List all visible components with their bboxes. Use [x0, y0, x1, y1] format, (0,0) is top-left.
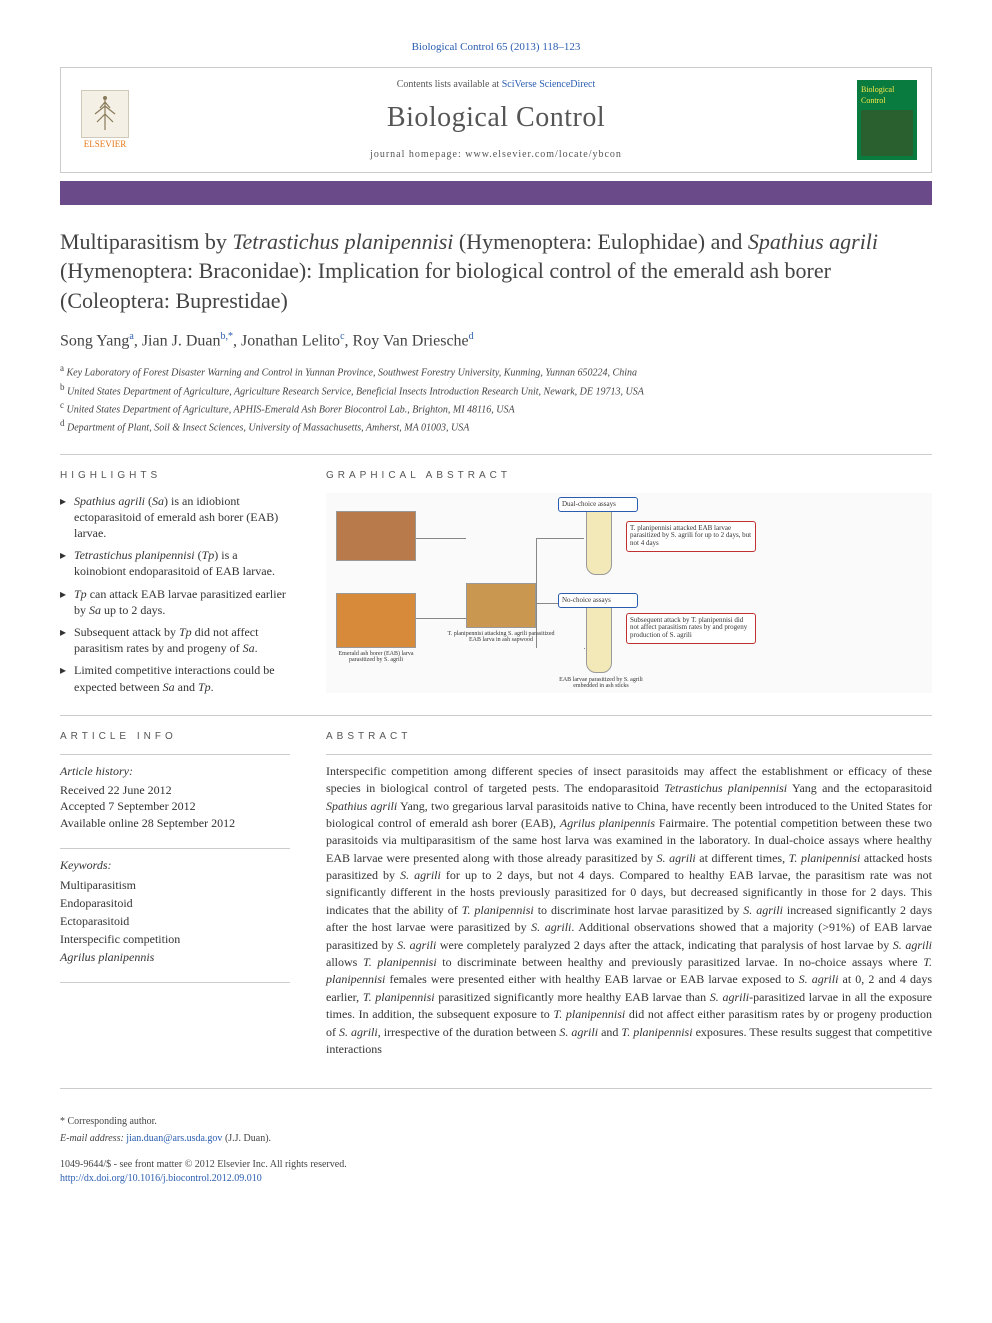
keyword: Endoparasitoid — [60, 894, 290, 912]
accent-color-bar — [60, 181, 932, 205]
article-info-label: ARTICLE INFO — [60, 730, 290, 744]
graphical-abstract-figure: Emerald ash borer (EAB) larva parasitize… — [326, 493, 932, 693]
affiliations: a Key Laboratory of Forest Disaster Warn… — [60, 362, 932, 435]
journal-cover-thumb: Biological Control — [857, 80, 917, 160]
highlight-item: Subsequent attack by Tp did not affect p… — [60, 624, 290, 656]
journal-homepage-link[interactable]: www.elsevier.com/locate/ybcon — [465, 149, 622, 160]
journal-reference: Biological Control 65 (2013) 118–123 — [60, 40, 932, 55]
corresponding-author-note: * Corresponding author. — [60, 1115, 932, 1129]
graphical-abstract-section: GRAPHICAL ABSTRACT Emerald ash borer (EA… — [326, 469, 932, 701]
ga-callout-box: Subsequent attack by T. planipennisi did… — [626, 613, 756, 644]
online-date: Available online 28 September 2012 — [60, 815, 290, 832]
ga-image-wasp — [336, 511, 416, 561]
article-history-label: Article history: — [60, 763, 290, 780]
keywords-label: Keywords: — [60, 857, 290, 874]
author-list: Song Yanga, Jian J. Duanb,*, Jonathan Le… — [60, 330, 932, 353]
keyword: Ectoparasitoid — [60, 912, 290, 930]
highlights-label: HIGHLIGHTS — [60, 469, 290, 483]
corresponding-email-line: E-mail address: jian.duan@ars.usda.gov (… — [60, 1132, 932, 1146]
publisher-name: ELSEVIER — [84, 138, 127, 151]
article-title: Multiparasitism by Tetrastichus planipen… — [60, 227, 932, 316]
highlight-item: Limited competitive interactions could b… — [60, 662, 290, 694]
keyword: Multiparasitism — [60, 876, 290, 894]
separator — [60, 1088, 932, 1089]
ga-callout-box: Dual-choice assays — [558, 497, 638, 513]
separator — [60, 715, 932, 716]
ga-caption: T. planipennisi attacking S. agrili para… — [446, 631, 556, 644]
ga-caption: Emerald ash borer (EAB) larva parasitize… — [336, 651, 416, 664]
ga-caption: EAB larvae parasitized by S. agrili embe… — [556, 677, 646, 690]
publisher-logo: ELSEVIER — [75, 85, 135, 155]
contents-available-line: Contents lists available at SciVerse Sci… — [149, 78, 843, 92]
affiliation-line: a Key Laboratory of Forest Disaster Warn… — [60, 362, 932, 380]
ga-image-larva — [336, 593, 416, 648]
highlights-section: HIGHLIGHTS Spathius agrili (Sa) is an id… — [60, 469, 290, 701]
keyword: Interspecific competition — [60, 930, 290, 948]
ga-connector-line — [584, 648, 585, 649]
highlight-item: Tp can attack EAB larvae parasitized ear… — [60, 586, 290, 618]
ga-tube-icon — [586, 603, 612, 673]
graphical-abstract-label: GRAPHICAL ABSTRACT — [326, 469, 932, 483]
copyright-line: 1049-9644/$ - see front matter © 2012 El… — [60, 1158, 932, 1172]
journal-homepage-line: journal homepage: www.elsevier.com/locat… — [149, 148, 843, 162]
affiliation-line: c United States Department of Agricultur… — [60, 399, 932, 417]
abstract-section: ABSTRACT Interspecific competition among… — [326, 730, 932, 1059]
ga-connector-line — [416, 538, 466, 539]
ga-callout-box: No-choice assays — [558, 593, 638, 609]
doi-line: http://dx.doi.org/10.1016/j.biocontrol.2… — [60, 1172, 932, 1186]
affiliation-line: b United States Department of Agricultur… — [60, 381, 932, 399]
abstract-text: Interspecific competition among differen… — [326, 763, 932, 1059]
ga-tube-icon — [586, 505, 612, 575]
highlight-item: Spathius agrili (Sa) is an idiobiont ect… — [60, 493, 290, 542]
ga-image-wasp2 — [466, 583, 536, 628]
ga-callout-box: T. planipennisi attacked EAB larvae para… — [626, 521, 756, 552]
journal-name: Biological Control — [149, 98, 843, 137]
doi-link[interactable]: http://dx.doi.org/10.1016/j.biocontrol.2… — [60, 1173, 262, 1184]
ga-connector-line — [416, 618, 466, 619]
masthead: ELSEVIER Contents lists available at Sci… — [60, 67, 932, 172]
footer: * Corresponding author. E-mail address: … — [60, 1115, 932, 1186]
sciencedirect-link[interactable]: SciVerse ScienceDirect — [502, 79, 596, 90]
ga-connector-line — [536, 538, 584, 539]
elsevier-tree-icon — [81, 90, 129, 138]
highlight-item: Tetrastichus planipennisi (Tp) is a koin… — [60, 547, 290, 579]
abstract-label: ABSTRACT — [326, 730, 932, 744]
affiliation-line: d Department of Plant, Soil & Insect Sci… — [60, 417, 932, 435]
accepted-date: Accepted 7 September 2012 — [60, 798, 290, 815]
received-date: Received 22 June 2012 — [60, 782, 290, 799]
separator — [60, 454, 932, 455]
keyword: Agrilus planipennis — [60, 948, 290, 966]
article-info-section: ARTICLE INFO Article history: Received 2… — [60, 730, 290, 1059]
corresponding-email-link[interactable]: jian.duan@ars.usda.gov — [126, 1133, 222, 1144]
